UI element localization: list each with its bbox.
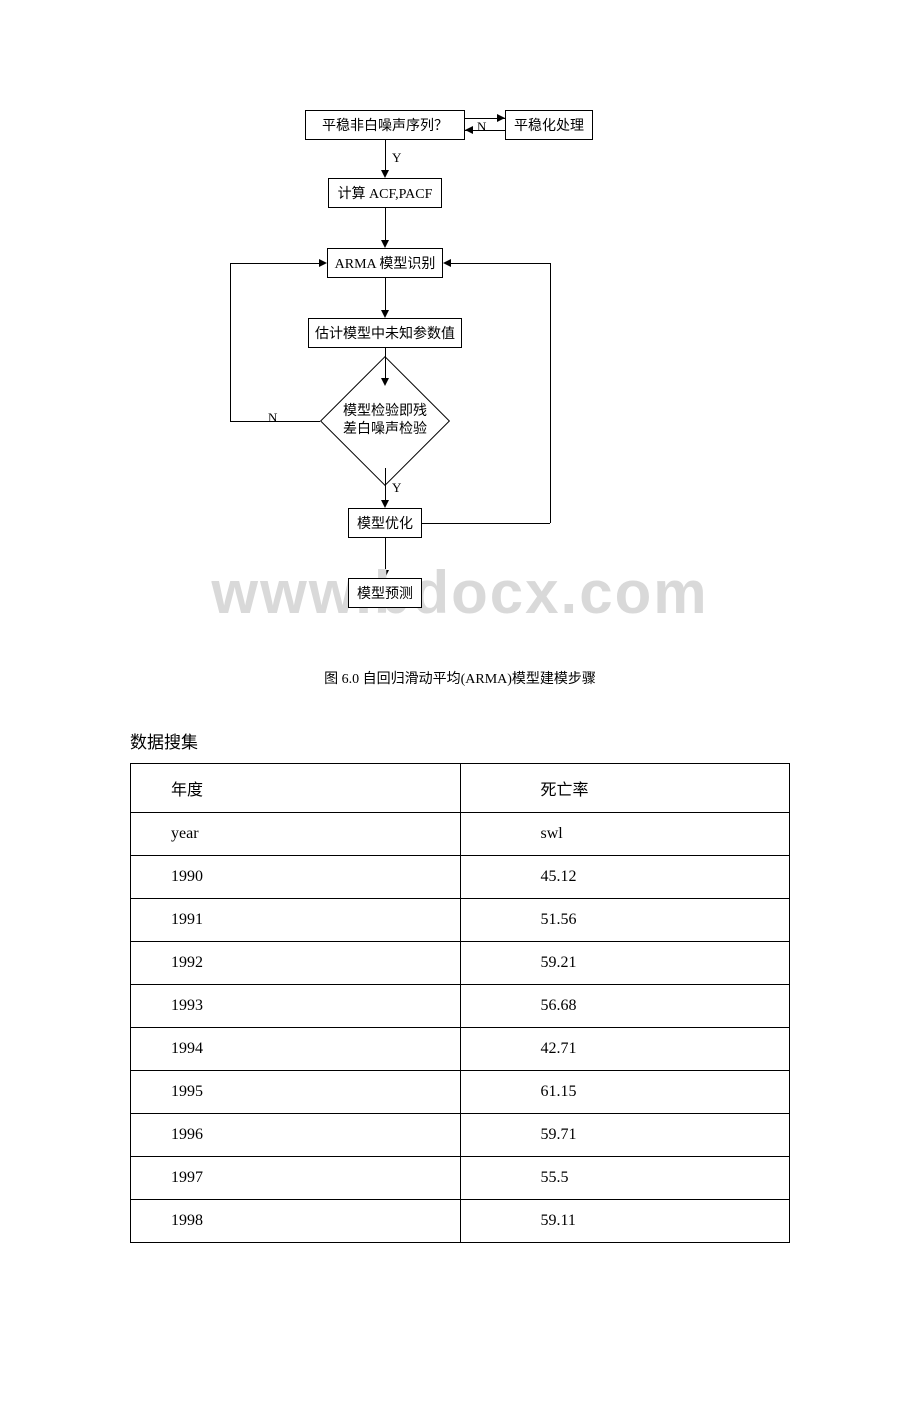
- node-label: 模型优化: [357, 513, 413, 533]
- arrow-head-icon: [381, 500, 389, 508]
- figure-caption: 图 6.0 自回归滑动平均(ARMA)模型建模步骤: [0, 668, 920, 688]
- arrow-head-icon: [381, 310, 389, 318]
- node-stationary-check: 平稳非白噪声序列？: [305, 110, 465, 140]
- table-cell: 55.5: [460, 1157, 790, 1200]
- node-model-optimize: 模型优化: [348, 508, 422, 538]
- table-cell: 59.21: [460, 942, 790, 985]
- arrow-head-icon: [381, 570, 389, 578]
- table-cell: 56.68: [460, 985, 790, 1028]
- edge: [385, 468, 386, 500]
- edge: [550, 263, 551, 523]
- edge: [385, 538, 386, 570]
- table-cell: 1997: [131, 1157, 461, 1200]
- table-row: 199045.12: [131, 856, 790, 899]
- node-label: 平稳化处理: [514, 115, 584, 135]
- arrow-head-icon: [381, 240, 389, 248]
- table-row: 199755.5: [131, 1157, 790, 1200]
- table-row: 199356.68: [131, 985, 790, 1028]
- table-cell: 1992: [131, 942, 461, 985]
- table-cell: 51.56: [460, 899, 790, 942]
- table-cell: 1994: [131, 1028, 461, 1071]
- edge: [385, 208, 386, 240]
- watermark: www.bdocx.com: [211, 558, 708, 628]
- node-acf-pacf: 计算 ACF,PACF: [328, 178, 442, 208]
- edge: [385, 140, 386, 170]
- table-cell: 42.71: [460, 1028, 790, 1071]
- node-model-test: 模型检验即残差白噪声检验: [320, 386, 450, 456]
- table-cell: 1990: [131, 856, 461, 899]
- edge: [385, 278, 386, 310]
- arrow-head-icon: [465, 126, 473, 134]
- edge-label-n-right: N: [477, 119, 486, 135]
- table-cell: 1993: [131, 985, 461, 1028]
- arma-flowchart: 平稳非白噪声序列？ 平稳化处理 计算 ACF,PACF ARMA 模型识别 估计…: [210, 110, 710, 650]
- table-cell: 1996: [131, 1114, 461, 1157]
- edge-label-n-left: N: [268, 410, 277, 426]
- node-stationarize: 平稳化处理: [505, 110, 593, 140]
- edge: [451, 263, 550, 264]
- arrow-head-icon: [381, 378, 389, 386]
- edge: [422, 523, 550, 524]
- edge-label-y2: Y: [392, 480, 401, 496]
- table-cell: 59.11: [460, 1200, 790, 1243]
- table-row: 199151.56: [131, 899, 790, 942]
- table-header-row: 年度 死亡率: [131, 764, 790, 813]
- table-row: 199859.11: [131, 1200, 790, 1243]
- table-cell: 1998: [131, 1200, 461, 1243]
- table-row: 199561.15: [131, 1071, 790, 1114]
- table-cell: 61.15: [460, 1071, 790, 1114]
- edge: [230, 263, 319, 264]
- table-cell: swl: [460, 813, 790, 856]
- table-cell: year: [131, 813, 461, 856]
- table-header: 年度: [131, 764, 461, 813]
- edge: [385, 348, 386, 378]
- edge: [230, 263, 231, 421]
- table-header: 死亡率: [460, 764, 790, 813]
- table-subheader-row: year swl: [131, 813, 790, 856]
- section-title: 数据搜集: [130, 728, 920, 753]
- node-label: 模型检验即残差白噪声检验: [343, 403, 427, 439]
- arrow-head-icon: [381, 170, 389, 178]
- node-label: 平稳非白噪声序列？: [322, 115, 448, 135]
- node-label: 估计模型中未知参数值: [315, 323, 455, 343]
- node-estimate-params: 估计模型中未知参数值: [308, 318, 462, 348]
- arrow-head-icon: [319, 259, 327, 267]
- node-label: 模型预测: [357, 583, 413, 603]
- data-table: 年度 死亡率 year swl 199045.12 199151.56 1992…: [130, 763, 790, 1243]
- table-row: 199259.21: [131, 942, 790, 985]
- table-cell: 1991: [131, 899, 461, 942]
- table-cell: 1995: [131, 1071, 461, 1114]
- node-label: ARMA 模型识别: [335, 253, 436, 273]
- node-label: 计算 ACF,PACF: [338, 183, 433, 203]
- edge: [230, 421, 320, 422]
- table-row: 199659.71: [131, 1114, 790, 1157]
- edge-label-y1: Y: [392, 150, 401, 166]
- node-arma-identify: ARMA 模型识别: [327, 248, 443, 278]
- table-cell: 45.12: [460, 856, 790, 899]
- arrow-head-icon: [443, 259, 451, 267]
- table-row: 199442.71: [131, 1028, 790, 1071]
- table-cell: 59.71: [460, 1114, 790, 1157]
- node-model-predict: 模型预测: [348, 578, 422, 608]
- arrow-head-icon: [497, 114, 505, 122]
